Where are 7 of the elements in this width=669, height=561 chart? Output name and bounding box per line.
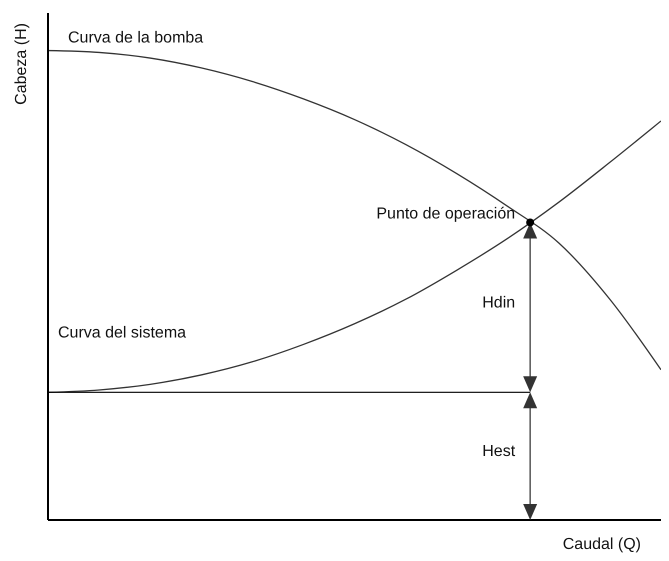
y-axis-title: Cabeza (H): [13, 23, 30, 105]
annotation: Punto de operación: [376, 205, 516, 222]
series-label: Curva de la bomba: [68, 30, 204, 47]
annotation: Hdin: [482, 294, 516, 312]
x-axis-title: Caudal (Q): [562, 536, 641, 553]
annotation: Hest: [482, 443, 516, 460]
text: Curva del sistema: [58, 324, 186, 342]
